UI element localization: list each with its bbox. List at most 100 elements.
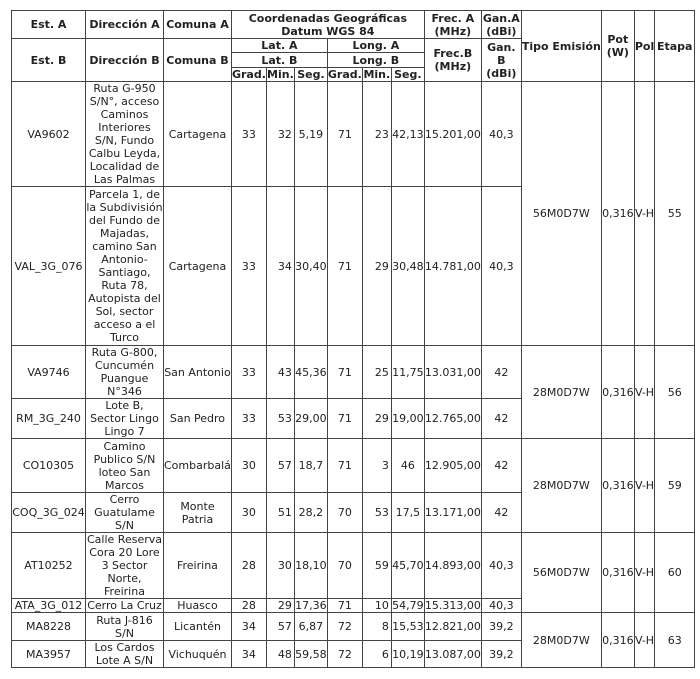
- cell-lat-m: 34: [265, 186, 295, 346]
- cell-dir: Lote B, Sector Lingo Lingo 7: [85, 398, 164, 439]
- cell-dir: Parcela 1, de la Subdivisión del Fundo d…: [85, 186, 164, 346]
- cell-lon-m: 59: [361, 532, 392, 599]
- header-dir-b: Dirección B: [85, 38, 164, 82]
- header-long-seg: Seg.: [390, 67, 425, 82]
- table-row: VA9746 Ruta G-800, Cuncumén Puangue N°346…: [11, 345, 696, 439]
- cell-lon-s: 30,48: [390, 186, 425, 346]
- header-coords: Coordenadas Geográficas Datum WGS 84: [230, 10, 425, 39]
- cell-gan: 40,3: [480, 598, 522, 613]
- cell-frec: 12.765,00: [423, 398, 482, 439]
- cell-lon-m: 6: [361, 640, 392, 668]
- cell-tipo: 56M0D7W: [520, 81, 602, 346]
- cell-lon-g: 72: [326, 612, 363, 641]
- cell-lat-g: 34: [230, 612, 267, 641]
- table-row: COQ_3G_024 Cerro Guatulame S/N Monte Patri…: [11, 492, 695, 533]
- cell-lat-m: 29: [265, 598, 295, 613]
- cell-lat-g: 30: [230, 492, 267, 533]
- cell-lon-g: 71: [326, 186, 363, 346]
- cell-lon-m: 8: [361, 612, 392, 641]
- cell-etapa: 59: [654, 438, 696, 533]
- cell-lon-s: 15,53: [390, 612, 425, 641]
- header-lat-grad: Grad.: [230, 67, 267, 82]
- cell-frec: 15.313,00: [423, 598, 482, 613]
- cell-lon-g: 70: [326, 532, 363, 599]
- cell-lat-g: 33: [230, 186, 267, 346]
- cell-comuna: Combarbalá: [163, 438, 232, 493]
- cell-lat-g: 33: [230, 345, 267, 399]
- header-pol: Pol: [633, 10, 656, 82]
- cell-lon-g: 70: [326, 492, 363, 533]
- header-est-b: Est. B: [11, 38, 86, 82]
- cell-etapa: 63: [654, 612, 696, 668]
- cell-lon-m: 3: [361, 438, 392, 493]
- cell-lat-m: 43: [265, 345, 295, 399]
- header-frec-a: Frec. A (MHz): [423, 10, 482, 39]
- header-tipo: Tipo Emisión: [520, 10, 602, 82]
- cell-tipo: 28M0D7W: [520, 345, 602, 439]
- cell-gan: 42: [480, 438, 522, 493]
- cell-dir: Cerro Guatulame S/N: [85, 492, 164, 533]
- cell-lon-g: 71: [326, 398, 363, 439]
- cell-lon-m: 10: [361, 598, 392, 613]
- header-gan-a: Gan.A (dBi): [480, 10, 522, 39]
- table-row: CO10305 Camino Publico S/N loteo San Marc…: [11, 438, 696, 533]
- header-lat-min: Min.: [265, 67, 295, 82]
- cell-etapa: 60: [654, 532, 696, 613]
- cell-lat-g: 33: [230, 398, 267, 439]
- header-frec-b: Frec.B (MHz): [423, 38, 482, 82]
- cell-lat-g: 28: [230, 598, 267, 613]
- cell-lat-s: 6,87: [293, 612, 328, 641]
- cell-lon-s: 10,19: [390, 640, 425, 668]
- cell-dir: Ruta J-816 S/N: [85, 612, 164, 641]
- cell-lat-s: 18,7: [293, 438, 328, 493]
- cell-comuna: Freirina: [163, 532, 232, 599]
- cell-lon-m: 29: [361, 398, 392, 439]
- cell-tipo: 28M0D7W: [520, 612, 602, 668]
- cell-pot: 0,316: [600, 345, 635, 439]
- cell-comuna: San Pedro: [163, 398, 232, 439]
- cell-pot: 0,316: [600, 612, 635, 668]
- header-long-min: Min.: [361, 67, 392, 82]
- cell-frec: 13.087,00: [423, 640, 482, 668]
- cell-lon-s: 17,5: [390, 492, 425, 533]
- cell-lat-m: 48: [265, 640, 295, 668]
- table-row: AT10252 Calle Reserva Cora 20 Lore 3 Sect…: [11, 532, 696, 613]
- cell-lon-m: 29: [361, 186, 392, 346]
- cell-pol: V-H: [633, 81, 656, 346]
- cell-pol: V-H: [633, 438, 656, 533]
- header-long-a: Long. A: [326, 38, 425, 53]
- cell-pol: V-H: [633, 345, 656, 439]
- cell-lon-m: 23: [361, 81, 392, 187]
- cell-comuna: Licantén: [163, 612, 232, 641]
- cell-lat-g: 33: [230, 81, 267, 187]
- cell-lat-m: 53: [265, 398, 295, 439]
- cell-gan: 42: [480, 398, 522, 439]
- cell-etapa: 55: [654, 81, 696, 346]
- cell-est: AT10252: [11, 532, 86, 599]
- cell-lon-g: 71: [326, 438, 363, 493]
- cell-lon-g: 71: [326, 81, 363, 187]
- cell-lat-g: 28: [230, 532, 267, 599]
- cell-comuna: Huasco: [163, 598, 232, 613]
- cell-tipo: 56M0D7W: [520, 532, 602, 613]
- cell-gan: 39,2: [480, 612, 522, 641]
- table-row: VA9602 Ruta G-950 S/N°, acceso Caminos In…: [11, 81, 696, 346]
- cell-comuna: San Antonio: [163, 345, 232, 399]
- cell-lon-s: 19,00: [390, 398, 425, 439]
- cell-pot: 0,316: [600, 532, 635, 613]
- stations-table: Est. A Dirección A Comuna A Coordenadas …: [11, 10, 696, 668]
- cell-lat-s: 18,10: [293, 532, 328, 599]
- cell-est: RM_3G_240: [11, 398, 86, 439]
- cell-frec: 12.905,00: [423, 438, 482, 493]
- cell-est: MA8228: [11, 612, 86, 641]
- header-lat-seg: Seg.: [293, 67, 328, 82]
- cell-lon-g: 71: [326, 598, 363, 613]
- cell-est: COQ_3G_024: [11, 492, 86, 533]
- header-est-a: Est. A: [11, 10, 86, 39]
- cell-frec: 15.201,00: [423, 81, 482, 187]
- cell-lat-g: 34: [230, 640, 267, 668]
- cell-lat-s: 29,00: [293, 398, 328, 439]
- header-long-grad: Grad.: [326, 67, 363, 82]
- cell-pot: 0,316: [600, 81, 635, 346]
- cell-lat-g: 30: [230, 438, 267, 493]
